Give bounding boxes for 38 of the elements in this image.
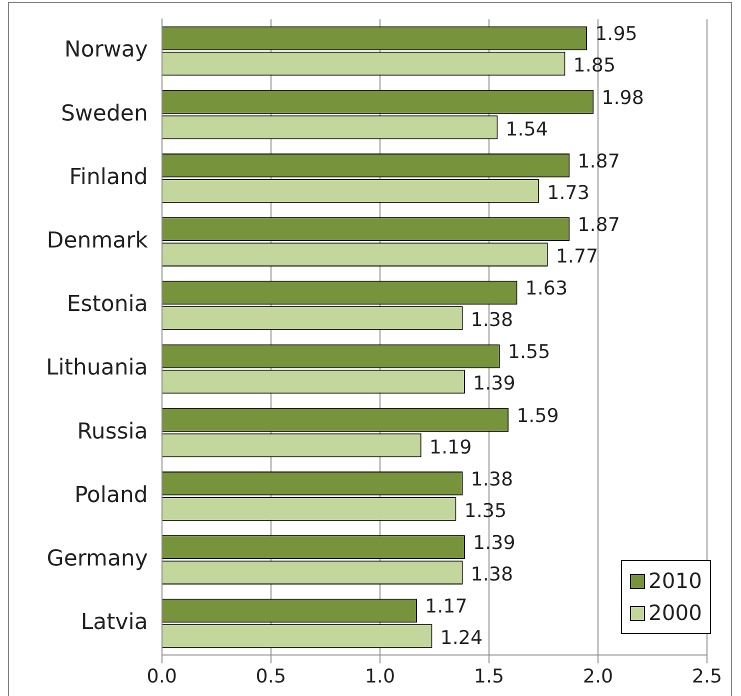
y-tick-label: Germany [46,546,148,572]
data-label: 1.17 [425,596,468,618]
data-label: 1.39 [472,532,516,554]
x-tick-label: 2.0 [582,666,614,688]
data-label: 1.87 [578,150,620,172]
data-label: 1.38 [470,309,514,332]
data-label: 1.39 [472,372,516,395]
data-label: 1.95 [595,23,638,46]
y-tick-label: Sweden [60,101,148,126]
y-tick-label: Estonia [66,292,148,318]
y-tick-label: Latvia [80,610,148,636]
x-tick-label: 1.0 [364,666,396,688]
x-tick-label: 1.5 [474,666,504,688]
data-label: 1.19 [429,436,472,458]
data-label: 1.24 [440,627,483,650]
y-tick-label: Norway [64,38,148,63]
x-tick-label: 0.0 [146,666,178,688]
data-label: 1.85 [573,54,616,77]
y-tick-label: Lithuania [46,356,148,381]
data-label: 1.98 [602,86,644,109]
y-tick-label: Finland [69,164,148,190]
x-tick-label: 0.5 [256,666,286,688]
data-label: 1.73 [547,182,590,204]
x-tick-label: 2.5 [692,666,722,688]
data-label: 1.63 [525,278,568,300]
y-tick-label: Denmark [46,228,148,254]
data-label: 1.54 [506,118,548,140]
data-label: 1.77 [556,245,598,268]
data-label: 1.55 [508,341,550,364]
y-tick-label: Russia [77,419,148,444]
legend-label: 2010 [648,568,702,595]
data-label: 1.38 [470,563,514,586]
legend-label: 2000 [648,600,702,627]
data-label: 1.35 [464,500,507,522]
y-tick-label: Poland [74,482,148,508]
data-label: 1.87 [578,214,620,236]
data-label: 1.59 [516,404,559,427]
data-label: 1.38 [470,468,514,490]
